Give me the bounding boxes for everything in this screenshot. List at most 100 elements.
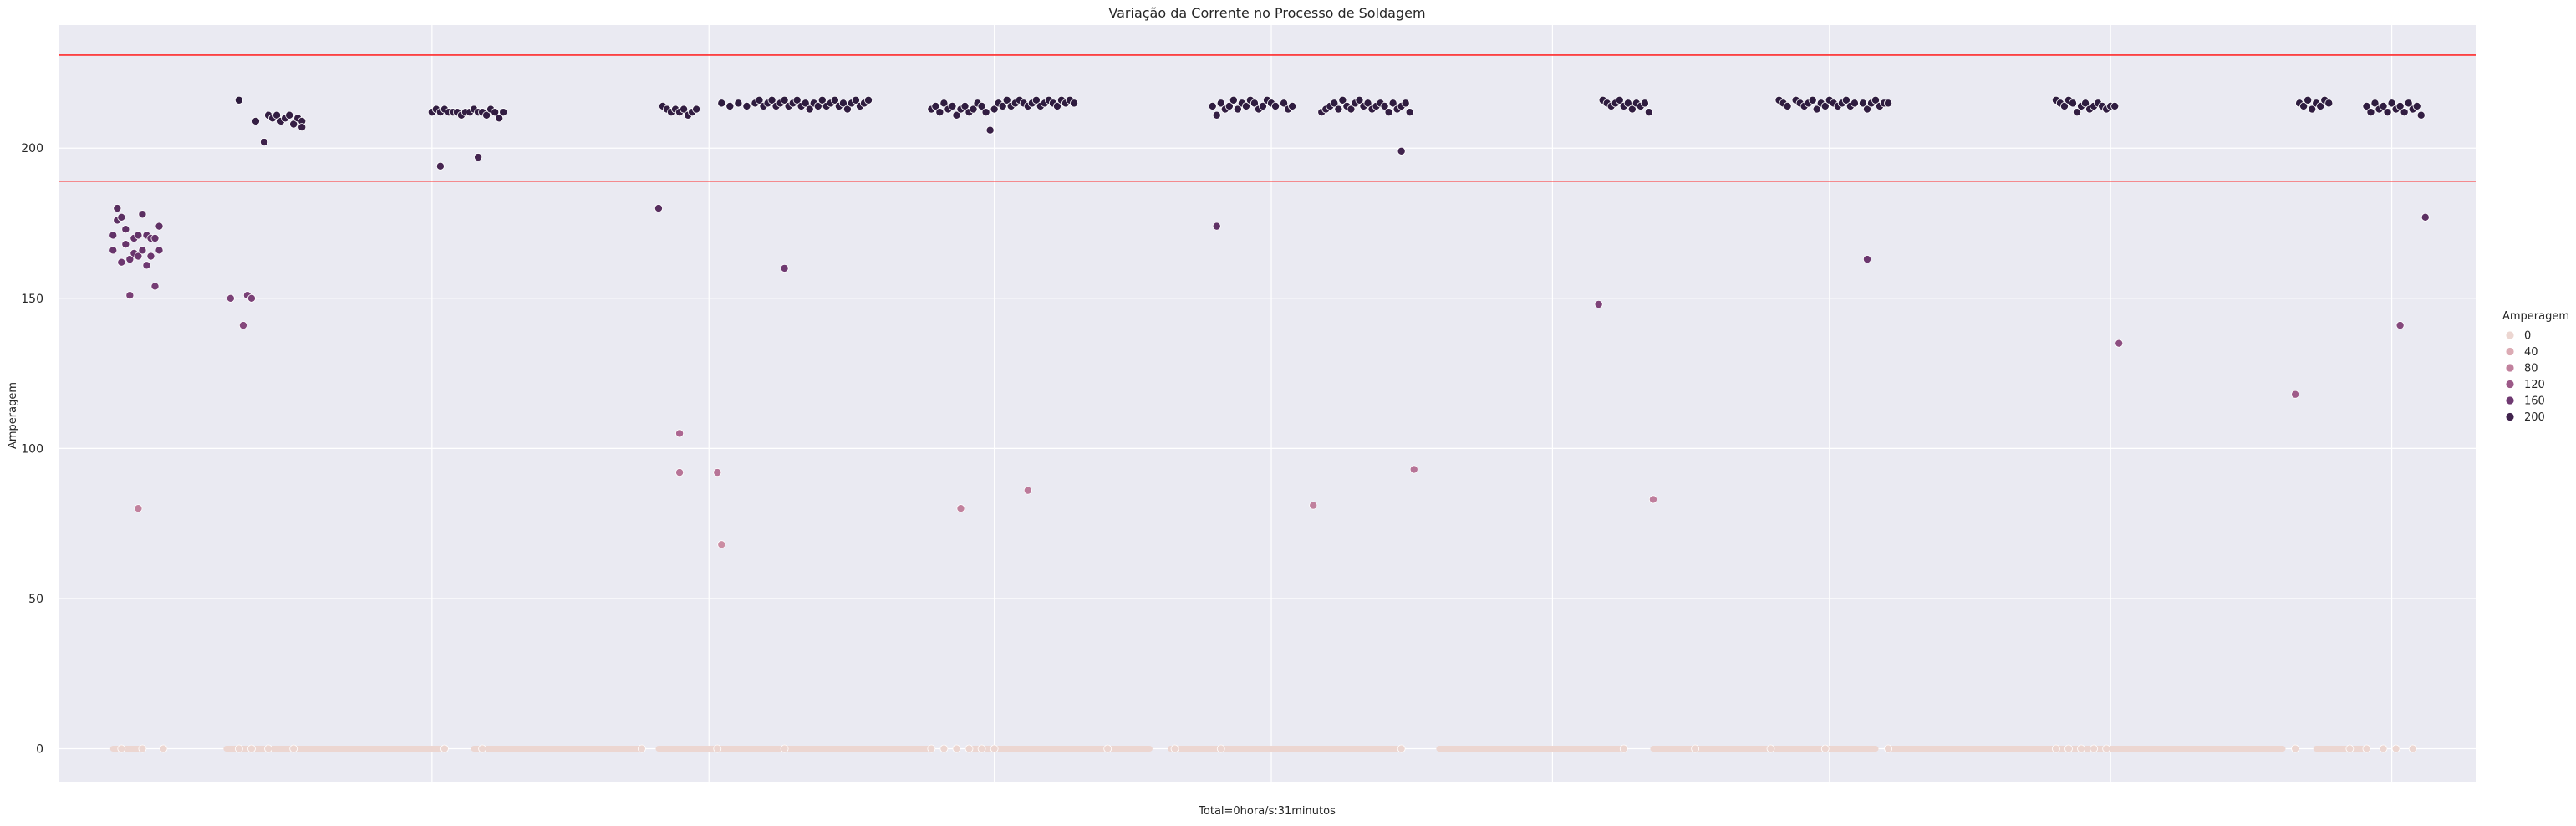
data-point <box>117 212 126 222</box>
data-point <box>2316 101 2325 110</box>
data-point <box>725 101 735 110</box>
data-point <box>2115 339 2124 348</box>
zero-series <box>109 744 2417 753</box>
data-point <box>977 101 986 110</box>
data-point <box>1241 101 1250 110</box>
data-point <box>817 95 827 105</box>
data-point <box>1850 99 1859 108</box>
data-point <box>1208 101 1217 110</box>
zero-point <box>117 744 126 753</box>
data-point <box>121 225 130 234</box>
legend-label: 40 <box>2524 346 2538 359</box>
data-point <box>298 123 307 132</box>
zero-point <box>990 744 999 753</box>
data-point <box>1858 99 1867 108</box>
legend-swatch <box>2505 380 2515 389</box>
data-point <box>1808 95 1817 105</box>
data-point <box>767 95 776 105</box>
data-point <box>1070 99 1079 108</box>
zero-point <box>1619 744 1628 753</box>
data-point <box>2416 110 2426 120</box>
data-point <box>2412 101 2421 110</box>
data-point <box>134 231 143 240</box>
data-point <box>742 101 751 110</box>
data-point <box>948 101 957 110</box>
y-tick-label: 0 <box>36 742 43 756</box>
data-point <box>2110 101 2120 110</box>
data-point <box>935 108 944 117</box>
zero-point <box>2379 744 2388 753</box>
x-axis-label: Total=0hora/s:31minutos <box>1198 805 1336 818</box>
data-point <box>1812 105 1821 114</box>
legend-label: 200 <box>2524 411 2545 424</box>
data-point <box>2421 212 2430 222</box>
data-point <box>830 95 839 105</box>
data-point <box>1330 99 1339 108</box>
data-point <box>2383 108 2392 117</box>
zero-point <box>2077 744 2085 753</box>
data-point <box>1212 222 1221 231</box>
data-point <box>1380 101 1389 110</box>
data-point <box>755 95 764 105</box>
data-point <box>1397 146 1406 156</box>
data-point <box>109 246 118 255</box>
zero-point <box>138 744 147 753</box>
zero-point <box>1103 744 1112 753</box>
data-point <box>2395 321 2405 330</box>
y-axis-label: Amperagem <box>7 382 19 449</box>
data-point <box>931 101 940 110</box>
legend-swatch <box>2505 330 2515 340</box>
data-point <box>251 116 260 125</box>
data-point <box>969 105 978 114</box>
data-point <box>1031 95 1041 105</box>
data-point <box>998 101 1007 110</box>
data-point <box>1002 95 1011 105</box>
data-point <box>843 105 852 114</box>
data-point <box>1023 486 1032 495</box>
data-point <box>142 261 151 270</box>
data-point <box>2073 108 2082 117</box>
data-point <box>247 293 256 303</box>
data-point <box>838 99 848 108</box>
data-point <box>2304 95 2313 105</box>
data-point <box>1052 101 1061 110</box>
zero-point <box>1820 744 1830 753</box>
data-point <box>2299 101 2309 110</box>
data-point <box>125 255 135 264</box>
data-point <box>1409 465 1418 474</box>
data-point <box>864 95 873 105</box>
data-point <box>2308 105 2317 114</box>
y-axis-ticks: 0 50 100 150 200 <box>21 142 43 756</box>
data-point <box>2059 101 2069 110</box>
zero-point <box>1216 744 1225 753</box>
data-point <box>813 101 822 110</box>
data-point <box>238 321 247 330</box>
data-point <box>150 233 160 242</box>
data-point <box>952 110 961 120</box>
zero-point <box>1884 744 1892 753</box>
legend-label: 80 <box>2524 363 2538 375</box>
data-point <box>1623 99 1632 108</box>
data-point <box>1280 99 1289 108</box>
data-point <box>1347 105 1356 114</box>
data-point <box>1224 101 1234 110</box>
data-point <box>713 468 722 477</box>
data-point <box>2081 99 2090 108</box>
legend-label: 160 <box>2524 395 2545 408</box>
data-point <box>1288 101 1297 110</box>
data-point <box>289 120 298 129</box>
data-point <box>717 540 726 549</box>
data-point <box>654 204 663 213</box>
data-point <box>150 282 160 291</box>
legend-label: 120 <box>2524 379 2545 391</box>
zero-point <box>2064 744 2073 753</box>
plot-background <box>59 25 2476 782</box>
data-point <box>1862 105 1871 114</box>
legend-title: Amperagem <box>2502 310 2569 323</box>
data-point <box>801 99 810 108</box>
legend-swatch <box>2505 363 2515 373</box>
data-point <box>1388 99 1397 108</box>
data-point <box>1212 110 1221 120</box>
data-point <box>2362 101 2371 110</box>
